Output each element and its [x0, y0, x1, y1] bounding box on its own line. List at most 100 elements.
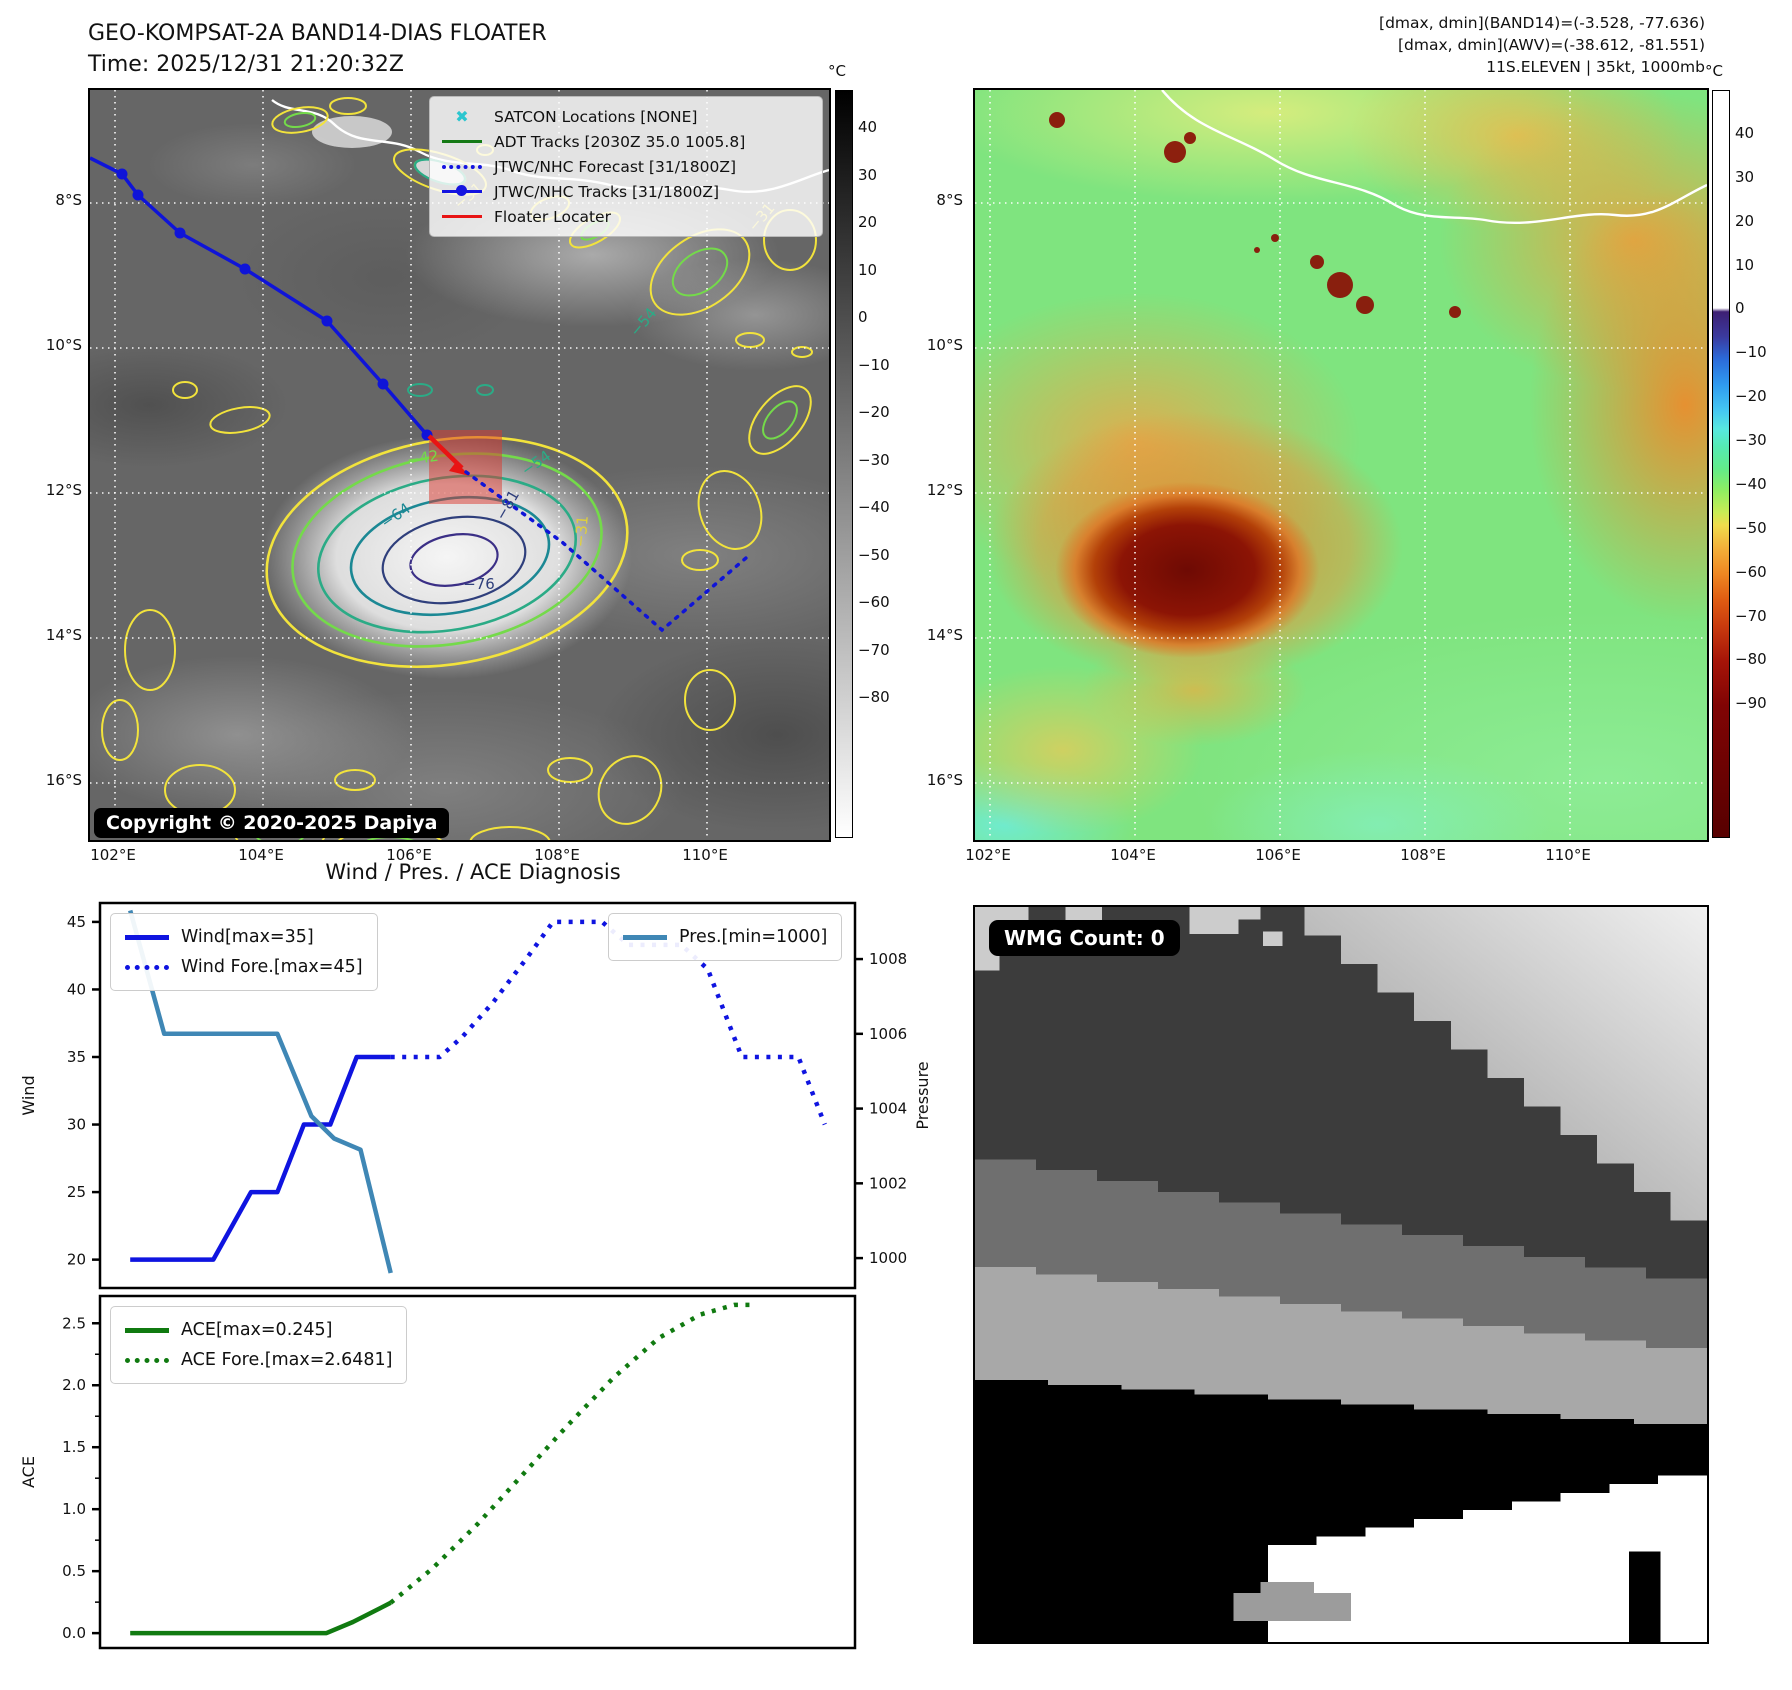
axis-tick-label: 0.5: [62, 1562, 86, 1580]
right-colorbar-tick: −80: [1735, 650, 1767, 669]
right-map-lon-label: 110°E: [1545, 846, 1591, 864]
pressure-legend: Pres.[min=1000]: [608, 913, 843, 961]
axis-tick-label: 2.5: [62, 1314, 86, 1332]
awv-dmax-dmin: [dmax, dmin](AWV)=(-38.612, -81.551): [1398, 36, 1705, 54]
axis-tick-label: 0.0: [62, 1624, 86, 1642]
chart-title: Wind / Pres. / ACE Diagnosis: [325, 860, 621, 884]
right-colorbar-tick: −50: [1735, 518, 1767, 537]
left-map-lat-label: 12°S: [45, 481, 82, 499]
legend-satcon: ✖ SATCON Locations [NONE]: [440, 104, 812, 129]
storm-id-intensity: 11S.ELEVEN | 35kt, 1000mb: [1486, 58, 1705, 76]
wind-axis-label: Wind: [19, 1075, 38, 1115]
copyright-badge: Copyright © 2020-2025 Dapiya: [94, 808, 450, 838]
wmg-panel: WMG Count: 0: [973, 905, 1709, 1644]
steelblue-line-icon: [623, 934, 667, 940]
right-map-lat-label: 14°S: [926, 626, 963, 644]
left-colorbar-tick: 10: [858, 260, 878, 279]
left-colorbar-tick: −60: [858, 593, 890, 612]
legend-floater: Floater Locater: [440, 204, 812, 229]
right-map-lon-label: 108°E: [1400, 846, 1446, 864]
pressure-series-label: Pres.[min=1000]: [679, 927, 828, 947]
ace-fore-series-label: ACE Fore.[max=2.6481]: [181, 1350, 393, 1370]
pressure-axis-label: Pressure: [913, 1061, 932, 1129]
wind-legend: Wind[max=35] Wind Fore.[max=45]: [110, 913, 378, 991]
left-colorbar-unit: °C: [828, 62, 846, 80]
ace-fore-legend-row: ACE Fore.[max=2.6481]: [125, 1345, 392, 1375]
right-colorbar-unit: °C: [1705, 62, 1723, 80]
axis-tick-label: 30: [67, 1116, 86, 1134]
wind-fore-series-label: Wind Fore.[max=45]: [181, 957, 363, 977]
legend-label: Floater Locater: [494, 207, 611, 226]
map-legend: ✖ SATCON Locations [NONE] ADT Tracks [20…: [429, 96, 823, 237]
legend-tracks: JTWC/NHC Tracks [31/1800Z]: [440, 179, 812, 204]
axis-tick-label: 35: [67, 1048, 86, 1066]
page-title: GEO-KOMPSAT-2A BAND14-DIAS FLOATER Time:…: [88, 18, 547, 80]
left-colorbar-tick: 30: [858, 165, 878, 184]
axis-tick-label: 25: [67, 1183, 86, 1201]
axis-tick-label: 45: [67, 913, 86, 931]
left-colorbar-tick: 0: [858, 308, 868, 327]
left-map-lon-label: 104°E: [238, 846, 284, 864]
left-colorbar-tick: −50: [858, 545, 890, 564]
left-colorbar-tick: −80: [858, 688, 890, 707]
legend-adt-tracks: ADT Tracks [2030Z 35.0 1005.8]: [440, 129, 812, 154]
right-map-lat-label: 8°S: [936, 191, 963, 209]
right-map-lon-label: 102°E: [965, 846, 1011, 864]
axis-tick-label: 1008: [869, 950, 907, 968]
left-colorbar-tick: −10: [858, 355, 890, 374]
right-colorbar-tick: 30: [1735, 167, 1755, 186]
band14-dmax-dmin: [dmax, dmin](BAND14)=(-3.528, -77.636): [1379, 14, 1705, 32]
legend-label: ADT Tracks [2030Z 35.0 1005.8]: [494, 132, 746, 151]
left-colorbar-tick: −30: [858, 450, 890, 469]
blue-dotted-line-icon: [440, 164, 484, 169]
wind-legend-row: Wind[max=35]: [125, 922, 363, 952]
axis-tick-label: 1000: [869, 1249, 907, 1267]
axis-tick-label: 2.0: [62, 1376, 86, 1394]
band14-map-panel: −31−31−54−42−54−64−81−76−31 ✖ SATCON Loc…: [88, 88, 831, 842]
right-colorbar-tick: −30: [1735, 431, 1767, 450]
left-colorbar-tick: −40: [858, 498, 890, 517]
contour-label: −42: [406, 447, 440, 469]
axis-tick-label: 40: [67, 980, 86, 998]
green-dotted-line-icon: [125, 1357, 169, 1363]
legend-forecast: JTWC/NHC Forecast [31/1800Z]: [440, 154, 812, 179]
ace-series-label: ACE[max=0.245]: [181, 1320, 333, 1340]
storm-annotations: [dmax, dmin](BAND14)=(-3.528, -77.636) […: [1379, 12, 1705, 78]
band14-map-overlay: −31−31−54−42−54−64−81−76−31: [90, 90, 829, 840]
blue-line-dot-icon: [440, 185, 484, 196]
green-solid-line-icon: [125, 1327, 169, 1333]
pressure-legend-row: Pres.[min=1000]: [623, 922, 827, 952]
timestamp: Time: 2025/12/31 21:20:32Z: [88, 52, 404, 77]
right-colorbar-tick: −60: [1735, 562, 1767, 581]
axis-tick-label: 1004: [869, 1100, 907, 1118]
wmg-pixel-image: [975, 907, 1707, 1642]
right-map-lat-label: 16°S: [926, 771, 963, 789]
legend-label: SATCON Locations [NONE]: [494, 107, 698, 126]
right-map-lat-label: 10°S: [926, 336, 963, 354]
wind-fore-legend-row: Wind Fore.[max=45]: [125, 952, 363, 982]
contour-label: −76: [463, 575, 495, 593]
right-colorbar-tick: 20: [1735, 211, 1755, 230]
axis-tick-label: 1.0: [62, 1500, 86, 1518]
legend-label: JTWC/NHC Forecast [31/1800Z]: [494, 157, 737, 176]
right-colorbar-tick: −40: [1735, 474, 1767, 493]
legend-label: JTWC/NHC Tracks [31/1800Z]: [494, 182, 720, 201]
left-map-lon-label: 108°E: [534, 846, 580, 864]
wind-series-label: Wind[max=35]: [181, 927, 314, 947]
right-colorbar: [1712, 90, 1730, 838]
blue-dotted-line-icon: [125, 964, 169, 970]
right-colorbar-tick: 0: [1735, 299, 1745, 318]
green-line-icon: [440, 140, 484, 143]
left-map-lat-label: 16°S: [45, 771, 82, 789]
red-line-icon: [440, 215, 484, 218]
contour-label: −31: [571, 515, 592, 548]
enhanced-ir-map-overlay: [975, 90, 1707, 840]
ace-axis-label: ACE: [19, 1456, 38, 1488]
satcon-x-icon: ✖: [455, 107, 469, 126]
right-colorbar-tick: −10: [1735, 343, 1767, 362]
axis-tick-label: 1002: [869, 1174, 907, 1192]
contour-label: −54: [626, 304, 660, 340]
right-colorbar-tick: −90: [1735, 694, 1767, 713]
ace-legend-row: ACE[max=0.245]: [125, 1315, 392, 1345]
